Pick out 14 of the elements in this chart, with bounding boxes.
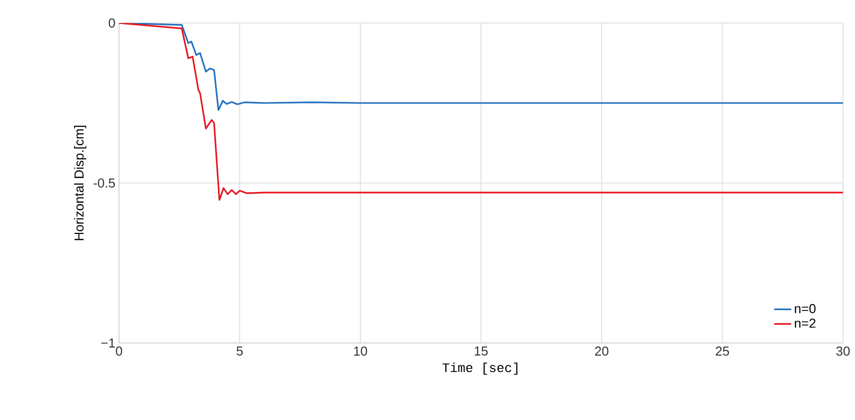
x-tick-label: 15 [474,346,488,356]
legend-label: n=2 [794,318,816,328]
x-tick-label: 0 [116,346,122,356]
x-tick-label: 25 [716,346,730,356]
y-tick-label: -0.5 [94,178,115,188]
y-axis-title: Horizontal Disp.[cm] [74,126,86,240]
y-tick-label: 0 [108,18,115,28]
x-tick-label: 30 [836,346,850,356]
x-axis-title: Time [sec] [442,362,518,375]
x-tick-label: 10 [354,346,368,356]
legend-label: n=0 [794,304,816,314]
y-tick-label: −1 [101,338,115,348]
x-tick-label: 5 [236,346,243,356]
x-tick-label: 20 [595,346,608,356]
